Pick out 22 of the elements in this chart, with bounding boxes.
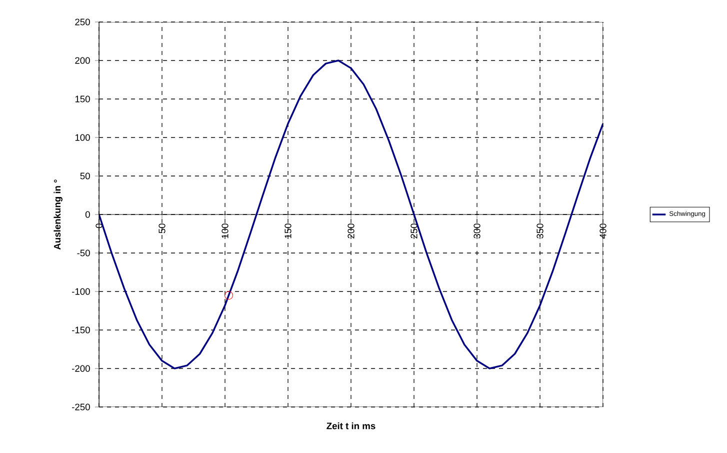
y-tick-label: 150 — [75, 96, 90, 102]
y-tick-label: -100 — [72, 288, 90, 295]
y-tick-label: -50 — [77, 250, 90, 256]
y-tick-label: 100 — [75, 134, 90, 141]
x-tick-label: 150 — [284, 224, 292, 238]
x-tick-label: 200 — [348, 224, 354, 238]
y-tick-label: 200 — [75, 57, 90, 64]
y-axis-title: Auslenkung in ° — [54, 180, 62, 250]
y-tick-label: 250 — [75, 18, 90, 26]
x-tick-label: 0 — [96, 224, 102, 228]
x-tick-label: 50 — [158, 224, 166, 234]
y-tick-label: -200 — [72, 365, 90, 372]
x-tick-label: 400 — [600, 224, 606, 239]
x-tick-label: 300 — [474, 224, 480, 238]
y-tick-label: 50 — [80, 172, 90, 180]
x-tick-label: 100 — [222, 224, 228, 238]
y-tick-label: 0 — [85, 211, 90, 218]
y-tick-label: -150 — [72, 326, 90, 334]
x-tick-label: 350 — [536, 224, 544, 238]
x-axis-title: Zeit t in ms — [326, 422, 376, 430]
y-tick-label: -250 — [72, 404, 90, 410]
x-tick-label: 250 — [410, 224, 418, 238]
